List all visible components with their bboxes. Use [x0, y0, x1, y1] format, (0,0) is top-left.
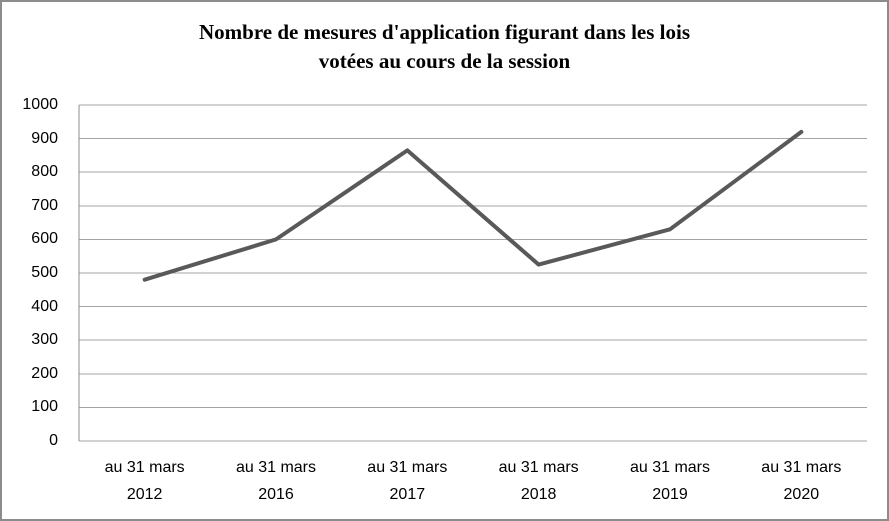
data-line [142, 129, 804, 282]
x-tick-label-line: au 31 mars [498, 459, 579, 476]
x-tick-label: au 31 mars 2018 [473, 454, 605, 508]
x-tick-label-line: au 31 mars [367, 459, 448, 476]
x-tick-label: au 31 mars 2016 [210, 454, 342, 508]
y-tick-label: 0 [49, 432, 58, 449]
x-tick-label-line: au 31 mars [761, 459, 842, 476]
x-tick-label-line: 2020 [783, 486, 820, 503]
y-tick-label: 700 [31, 196, 58, 214]
x-tick-label: au 31 mars 2020 [735, 454, 867, 508]
y-tick-label: 800 [31, 163, 58, 181]
y-tick-label: 900 [31, 129, 58, 147]
x-tick-label: au 31 mars 2012 [79, 454, 211, 508]
x-tick-label-line: 2017 [389, 486, 426, 503]
x-tick-label-line: 2019 [652, 486, 688, 503]
x-tick-label-line: 2018 [520, 486, 557, 503]
y-tick-label: 1000 [22, 96, 58, 113]
y-tick-label: 600 [31, 230, 58, 248]
x-tick-label-line: au 31 mars [235, 459, 317, 476]
x-tick-label-line: au 31 mars [104, 459, 185, 476]
chart-title: Nombre de mesures d'application figurant… [2, 18, 887, 76]
y-tick-label: 500 [31, 264, 58, 281]
y-tick-label: 100 [31, 398, 58, 416]
x-tick-label: au 31 mars 2017 [341, 454, 473, 508]
x-tick-label: au 31 mars 2019 [604, 454, 736, 508]
y-tick-label: 200 [31, 364, 58, 382]
chart-title-line-1: Nombre de mesures d'application figurant… [198, 20, 691, 44]
x-tick-label-line: au 31 mars [629, 459, 711, 476]
x-tick-label-line: 2016 [258, 486, 294, 503]
x-tick-label-line: 2012 [126, 486, 163, 503]
y-tick-label: 400 [31, 297, 58, 315]
y-tick-label: 300 [31, 331, 58, 349]
chart-title-line-2: votées au cours de la session [318, 49, 571, 73]
